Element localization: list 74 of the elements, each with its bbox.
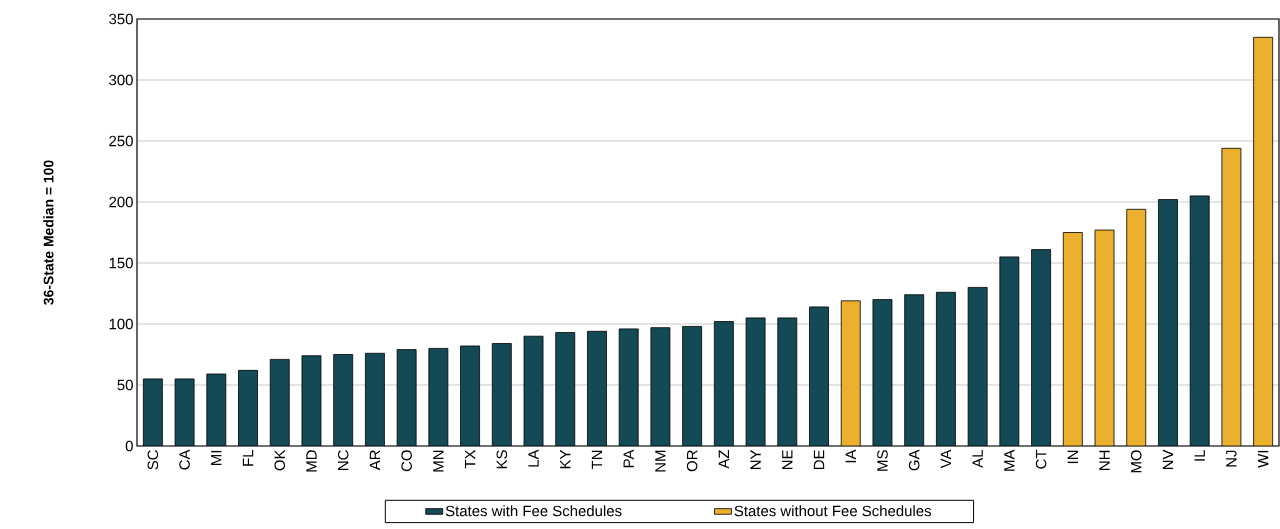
bar xyxy=(1031,249,1051,446)
y-tick-label: 150 xyxy=(109,257,133,269)
bar xyxy=(1253,36,1274,446)
y-axis-title: 36-State Median = 100 xyxy=(43,160,54,305)
bar xyxy=(587,331,607,446)
y-tick-label: 350 xyxy=(109,13,133,25)
x-tick-label: MA xyxy=(1004,449,1015,471)
bar xyxy=(365,353,385,446)
bar xyxy=(492,343,512,446)
x-tick-label: WI xyxy=(1257,450,1269,468)
bar xyxy=(460,345,480,446)
legend-label: States with Fee Schedules xyxy=(445,505,622,517)
x-tick-label: TN xyxy=(591,450,603,470)
y-tick-label: 300 xyxy=(109,74,133,86)
y-tick-label: 100 xyxy=(109,318,133,330)
bar xyxy=(999,256,1019,446)
x-tick-label: NY xyxy=(750,449,761,470)
bar xyxy=(206,374,226,446)
bar xyxy=(270,359,290,446)
bar xyxy=(936,292,956,446)
y-tick-label: 50 xyxy=(117,379,133,391)
y-tick-label: 250 xyxy=(109,135,133,147)
bar xyxy=(1158,199,1178,446)
x-tick-label: KY xyxy=(560,449,571,469)
x-tick-label: OK xyxy=(274,449,286,471)
x-tick-label: LA xyxy=(528,449,539,467)
x-tick-label: AR xyxy=(369,450,381,471)
x-tick-label: MS xyxy=(877,450,888,471)
x-tick-label: DE xyxy=(813,450,825,470)
x-tick-label: CT xyxy=(1035,449,1047,469)
bar xyxy=(682,326,702,446)
x-tick-label: NE xyxy=(782,450,793,470)
x-tick-label: IN xyxy=(1067,450,1078,464)
x-tick-label: CO xyxy=(401,450,412,472)
bar xyxy=(1126,209,1146,446)
bar xyxy=(555,332,575,446)
x-tick-label: NH xyxy=(1099,450,1110,470)
x-tick-label: AL xyxy=(972,450,983,468)
bar xyxy=(1189,195,1210,446)
x-tick-label: OR xyxy=(686,450,698,472)
x-tick-label: MO xyxy=(1130,450,1142,473)
bar xyxy=(809,306,829,446)
bar xyxy=(333,354,353,446)
x-tick-label: KS xyxy=(496,450,508,469)
x-tick-label: VA xyxy=(940,449,952,469)
x-tick-label: IA xyxy=(845,449,856,463)
bar xyxy=(841,300,861,446)
x-tick-label: NV xyxy=(1162,449,1174,470)
bar xyxy=(1063,232,1083,446)
y-tick-label: 0 xyxy=(125,440,133,452)
x-tick-label: NC xyxy=(337,450,349,470)
x-tick-label: IL xyxy=(1194,450,1205,461)
bar xyxy=(619,328,639,446)
bar xyxy=(714,321,734,446)
x-tick-label: FL xyxy=(242,450,254,466)
x-tick-label: PA xyxy=(623,449,634,468)
x-tick-label: MD xyxy=(306,450,317,472)
x-tick-label: TX xyxy=(464,449,476,469)
bar xyxy=(238,370,258,446)
bar xyxy=(904,294,924,446)
x-tick-label: MN xyxy=(433,450,444,472)
x-tick-label: NM xyxy=(655,450,666,472)
y-tick-label: 200 xyxy=(109,196,133,208)
legend-label: States without Fee Schedules xyxy=(734,505,931,517)
x-tick-label: MI xyxy=(211,450,222,465)
x-tick-label: CA xyxy=(179,449,190,470)
x-tick-label: GA xyxy=(908,449,920,471)
bar xyxy=(428,348,448,446)
x-tick-label: AZ xyxy=(718,449,729,469)
x-tick-label: NJ xyxy=(1226,450,1237,467)
x-tick-label: SC xyxy=(147,450,159,470)
bar xyxy=(777,317,797,446)
bar xyxy=(397,349,417,446)
bar xyxy=(143,378,163,446)
